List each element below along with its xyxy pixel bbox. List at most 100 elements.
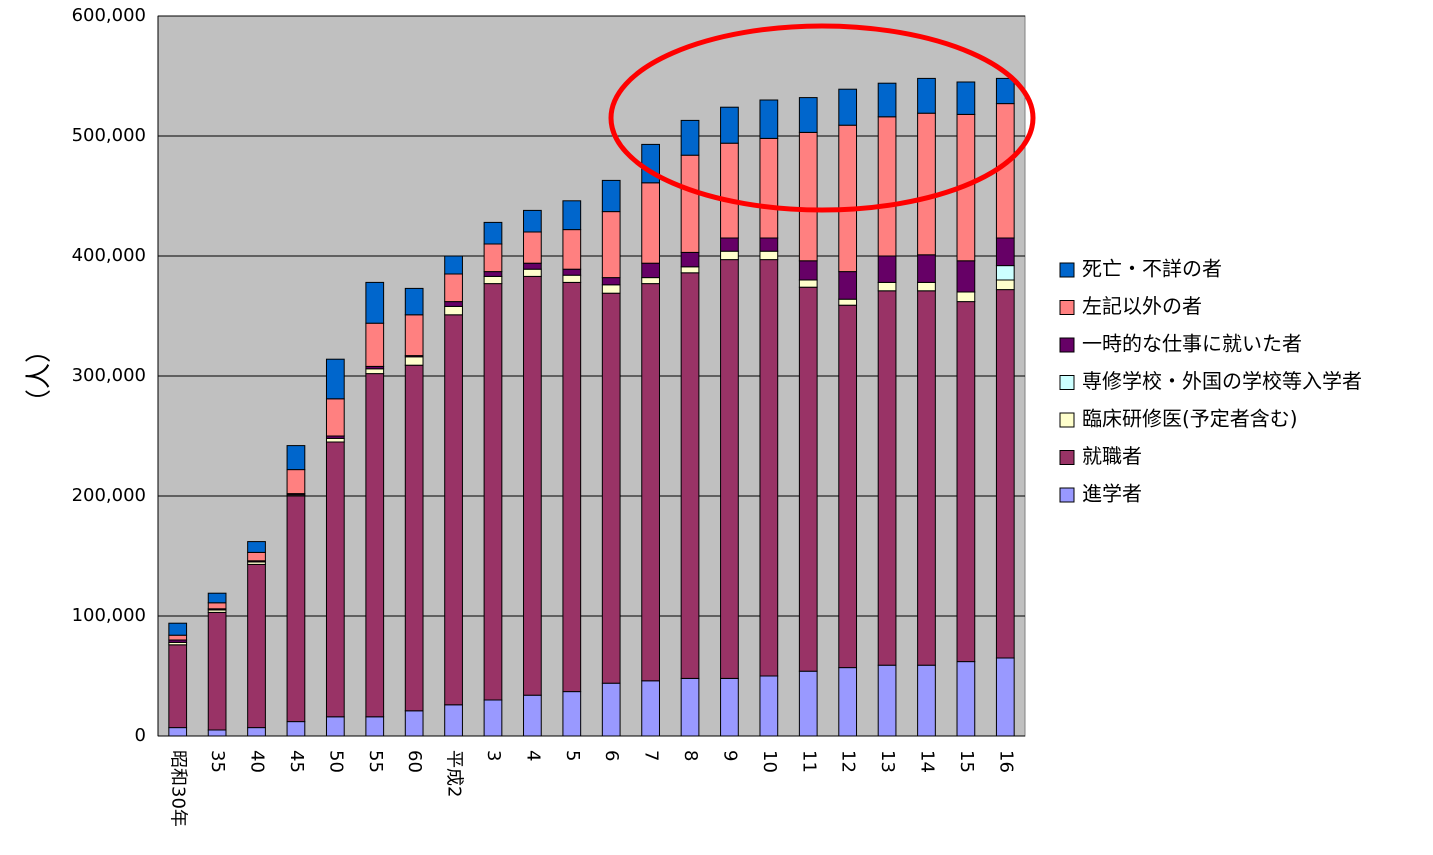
bar-segment <box>720 250 739 261</box>
y-axis-label: （人） <box>25 337 55 415</box>
bar-segment <box>483 699 503 737</box>
bar-segment <box>562 268 582 276</box>
x-tick-label: 4 <box>522 750 543 761</box>
x-tick-label: 50 <box>325 750 346 773</box>
x-tick-label: 16 <box>995 750 1016 773</box>
legend-label: 左記以外の者 <box>1082 294 1202 318</box>
x-tick-label: 45 <box>286 750 307 773</box>
bar-segment <box>404 364 424 712</box>
y-tick-label: 400,000 <box>72 245 146 266</box>
bar-segment <box>601 179 621 213</box>
bar-segment <box>483 271 503 277</box>
bar-segment <box>995 289 1015 659</box>
bar-segment <box>523 275 542 696</box>
bar-segment <box>325 716 345 737</box>
legend-swatch <box>1059 337 1075 353</box>
bar-segment <box>917 290 936 666</box>
bar-segment <box>838 88 858 126</box>
x-tick-label: 40 <box>247 750 268 773</box>
bar-segment <box>444 704 463 737</box>
bar-segment <box>917 281 936 292</box>
bar-segment <box>365 322 385 367</box>
bar-segment <box>483 243 503 273</box>
bar-segment <box>523 694 542 737</box>
bar-segment <box>720 142 739 239</box>
bar-segment <box>562 274 582 283</box>
y-tick-label: 200,000 <box>72 485 146 506</box>
bar-segment <box>207 602 227 610</box>
y-ticks: 0 100,000 200,000 300,000 400,000 500,000 600,… <box>72 5 146 746</box>
bar-segment <box>877 82 897 118</box>
x-tick-label: 14 <box>916 750 937 773</box>
bar-segment <box>956 291 976 303</box>
bar-segment <box>601 292 621 684</box>
bar-segment <box>168 622 188 636</box>
bar-segment <box>247 563 266 729</box>
bar-segment <box>995 265 1015 281</box>
x-tick-label: 3 <box>483 750 504 761</box>
bar-segment <box>207 592 227 604</box>
legend-swatch <box>1059 262 1075 278</box>
bar-segment <box>720 106 739 144</box>
bar-segment <box>877 290 897 666</box>
bar-segment <box>444 301 463 307</box>
bar-segment <box>601 284 621 294</box>
bar-segment <box>444 305 463 316</box>
bar-segment <box>483 221 503 245</box>
legend-label: 専修学校・外国の学校等入学者 <box>1082 369 1362 393</box>
bar-segment <box>759 137 779 239</box>
bars <box>168 77 1015 737</box>
bar-segment <box>798 286 818 672</box>
bar-segment <box>247 551 266 562</box>
bar-segment <box>838 667 858 737</box>
x-tick-label: 15 <box>956 750 977 773</box>
bar-segment <box>956 661 976 737</box>
bar-segment <box>365 373 385 718</box>
x-tick-label: 60 <box>404 750 425 773</box>
bar-segment <box>286 469 306 495</box>
bar-segment <box>680 272 700 679</box>
bar-segment <box>365 281 385 324</box>
bar-segment <box>680 154 700 253</box>
x-tick-label: 11 <box>798 750 819 773</box>
legend-label: 進学者 <box>1082 482 1142 506</box>
bar-segment <box>680 251 700 268</box>
bar-segment <box>444 255 463 275</box>
y-tick-label: 300,000 <box>72 365 146 386</box>
bar-segment <box>483 275 503 285</box>
y-tick-label: 0 <box>135 725 146 746</box>
legend-swatch <box>1059 412 1075 428</box>
bar-segment <box>444 314 463 706</box>
bar-segment <box>601 211 621 279</box>
bar-segment <box>523 268 542 277</box>
y-tick-label: 500,000 <box>72 125 146 146</box>
bar-segment <box>759 250 779 261</box>
bar-segment <box>365 368 385 375</box>
bar-segment <box>917 664 936 737</box>
bar-segment <box>562 229 582 270</box>
legend-label: 死亡・不詳の者 <box>1082 257 1222 281</box>
bar-segment <box>995 279 1015 291</box>
y-tick-label: 600,000 <box>72 5 146 26</box>
x-ticks: 昭和30年 35 40 45 50 55 60 平成2 3 4 5 6 7 8 9 10 11 12 13 14 15 1… <box>168 750 1017 827</box>
bar-segment <box>286 495 306 723</box>
legend-label: 臨床研修医(予定者含む) <box>1082 407 1298 431</box>
bar-segment <box>798 97 818 133</box>
x-tick-label: 12 <box>838 750 859 773</box>
bar-segment <box>995 237 1015 267</box>
bar-segment <box>641 283 660 682</box>
bar-segment <box>483 283 503 701</box>
x-tick-label: 5 <box>562 750 583 761</box>
x-tick-label: 35 <box>207 750 228 773</box>
legend: 死亡・不詳の者左記以外の者一時的な仕事に就いた者専修学校・外国の学校等入学者臨床… <box>1059 257 1362 506</box>
x-tick-label: 8 <box>680 750 701 761</box>
bar-segment <box>917 77 936 114</box>
highlight-ellipse <box>608 23 1036 213</box>
bar-segment <box>404 287 424 316</box>
bar-segment <box>523 231 542 264</box>
bar-segment <box>562 200 582 231</box>
bar-segment <box>404 710 424 737</box>
bar-segment <box>641 680 660 737</box>
